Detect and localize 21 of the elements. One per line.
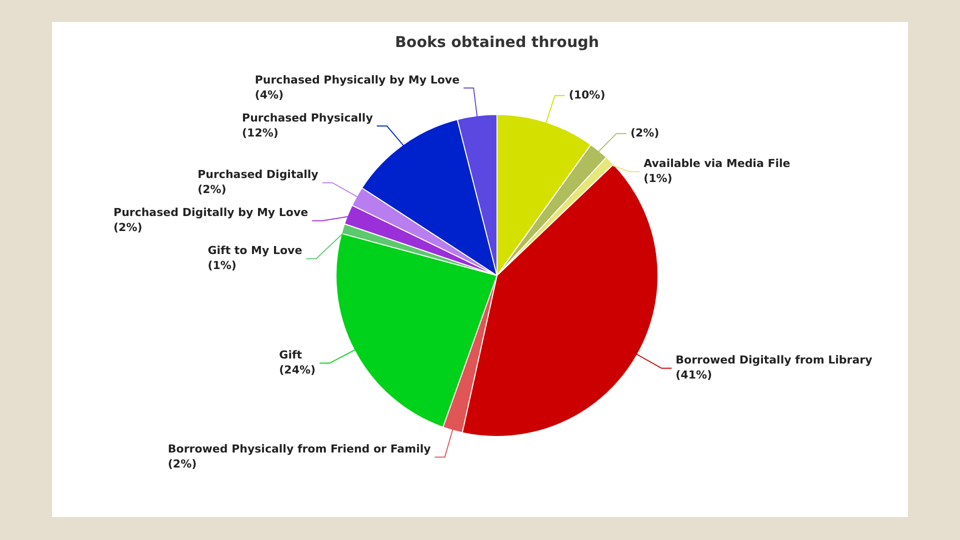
slice-label: Available via Media File xyxy=(644,156,790,170)
data-label: (10%) xyxy=(568,88,606,102)
data-label: (24%) xyxy=(279,363,316,376)
slice-label: Purchased Digitally by My Love xyxy=(114,206,308,220)
data-label: (2%) xyxy=(114,221,142,234)
data-label: (1%) xyxy=(208,259,236,272)
slice-label: Borrowed Digitally from Library xyxy=(676,354,872,367)
data-label: (12%) xyxy=(242,126,278,140)
data-label: (4%) xyxy=(254,88,284,102)
slice-label: Purchased Digitally xyxy=(198,168,318,182)
data-label: (2%) xyxy=(630,126,660,140)
data-label: (41%) xyxy=(676,368,712,382)
chart-title: Books obtained through xyxy=(394,32,600,51)
slice-label: Borrowed Physically from Friend or Family xyxy=(168,442,431,456)
slice-label: Gift xyxy=(279,348,302,362)
data-label: (1%) xyxy=(644,172,672,185)
slice-label: Purchased Physically by My Love xyxy=(254,73,460,86)
slice-label: Purchased Physically xyxy=(242,111,373,124)
data-label: (2%) xyxy=(198,183,226,196)
slice-label: Gift to My Love xyxy=(208,244,302,258)
data-label: (2%) xyxy=(168,458,197,470)
